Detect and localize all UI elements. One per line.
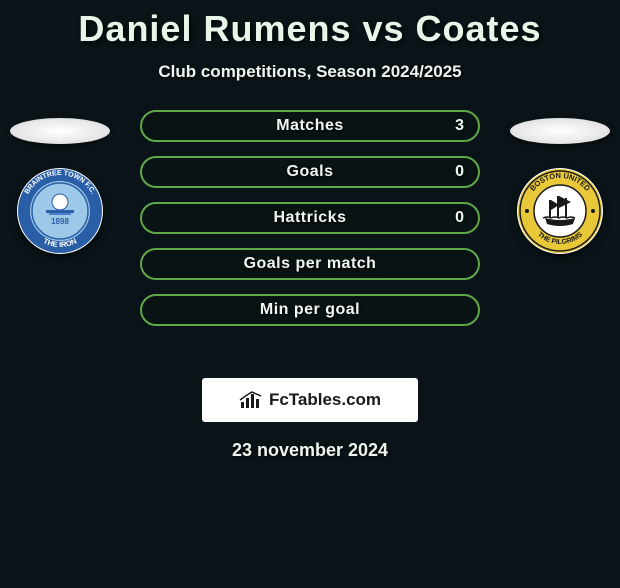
stat-label: Matches [276,117,344,135]
stat-row: Matches 3 [140,110,480,142]
brand-box[interactable]: FcTables.com [202,378,418,422]
stat-value-right: 0 [455,163,464,181]
stat-label: Goals [287,163,334,181]
stat-value-right: 3 [455,117,464,135]
stat-value-right: 0 [455,209,464,227]
player-photo-left [10,118,110,144]
comparison-area: BRAINTREE TOWN F.C. THE IRON 1898 BOSTON… [0,110,620,360]
brand-text: FcTables.com [269,390,381,410]
stat-label: Hattricks [274,209,347,227]
page-title: Daniel Rumens vs Coates [0,8,620,50]
stat-row: Min per goal [140,294,480,326]
stat-label: Goals per match [244,255,377,273]
player-photo-right [510,118,610,144]
stat-label: Min per goal [260,301,360,319]
club-badge-left: BRAINTREE TOWN F.C. THE IRON 1898 [17,168,103,254]
svg-text:1898: 1898 [51,217,69,226]
stats-rows: Matches 3 Goals 0 Hattricks 0 Goals per match M… [140,110,480,326]
stat-row: Goals per match [140,248,480,280]
club-badge-right: BOSTON UNITED THE PILGRIMS [517,168,603,254]
chart-icon [239,390,263,410]
subtitle: Club competitions, Season 2024/2025 [0,62,620,82]
stat-row: Goals 0 [140,156,480,188]
stat-row: Hattricks 0 [140,202,480,234]
date: 23 november 2024 [0,440,620,461]
